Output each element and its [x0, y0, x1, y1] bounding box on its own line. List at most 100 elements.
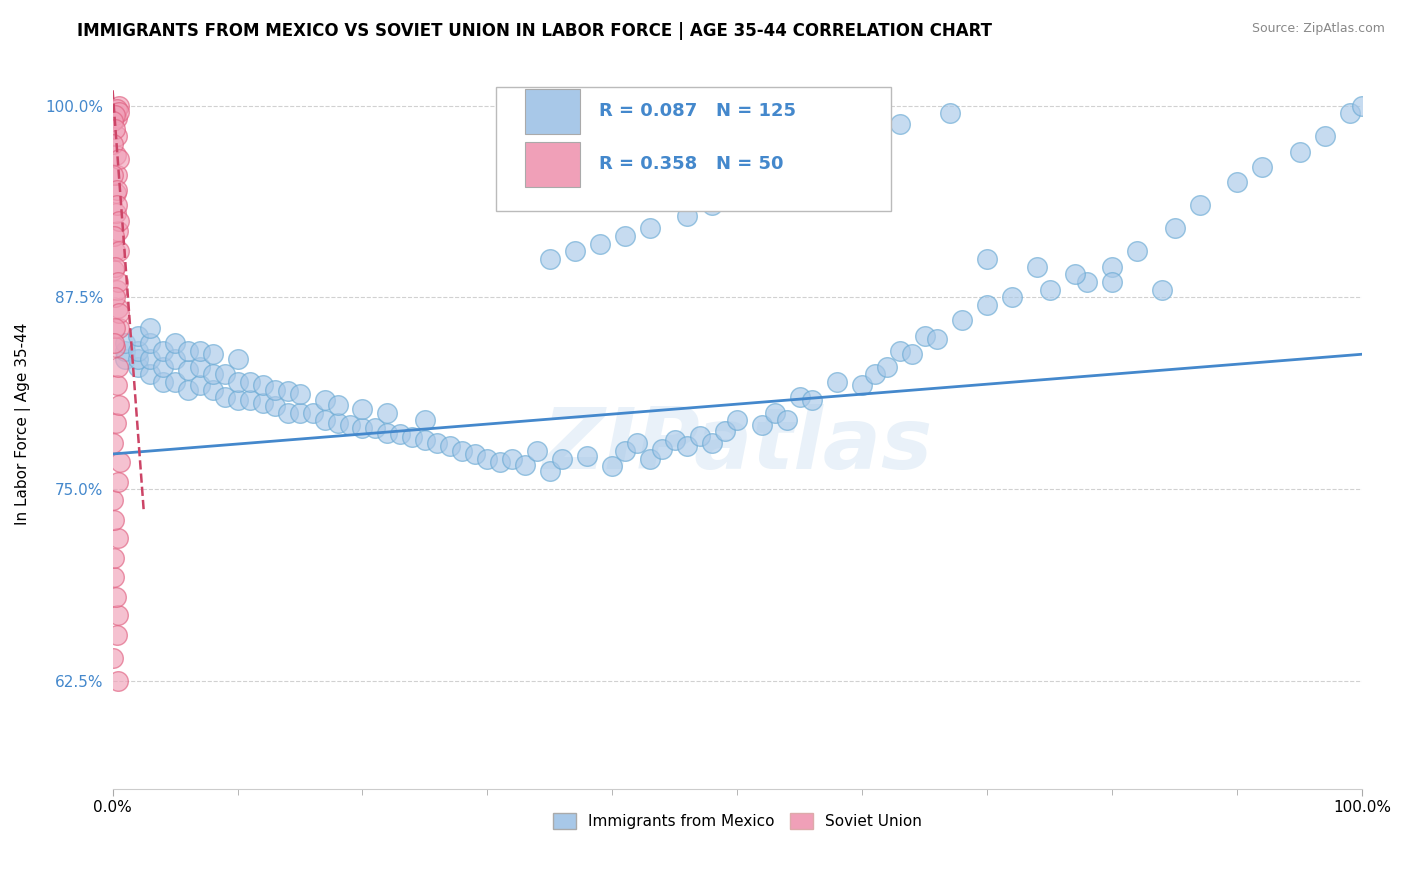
- Point: [676, 209, 699, 223]
- Point: [165, 351, 187, 366]
- Point: [239, 375, 262, 389]
- Point: [139, 336, 162, 351]
- Point: [107, 532, 129, 546]
- Point: [114, 336, 136, 351]
- Point: [1076, 275, 1098, 289]
- Point: [613, 229, 636, 244]
- Point: [105, 168, 128, 182]
- Point: [188, 359, 211, 374]
- Point: [176, 344, 198, 359]
- Point: [464, 447, 486, 461]
- Point: [176, 362, 198, 376]
- Point: [276, 384, 298, 398]
- Point: [152, 375, 174, 389]
- Point: [676, 439, 699, 453]
- Point: [108, 455, 131, 469]
- Text: Source: ZipAtlas.com: Source: ZipAtlas.com: [1251, 22, 1385, 36]
- Point: [352, 421, 374, 435]
- Point: [103, 551, 125, 566]
- Point: [1163, 221, 1185, 235]
- Point: [252, 396, 274, 410]
- Point: [489, 455, 512, 469]
- Point: [104, 340, 127, 354]
- Point: [413, 433, 436, 447]
- Point: [776, 413, 799, 427]
- Point: [127, 344, 149, 359]
- Point: [114, 344, 136, 359]
- Point: [851, 378, 873, 392]
- Point: [108, 244, 131, 259]
- Point: [101, 168, 124, 182]
- Point: [602, 459, 624, 474]
- Point: [377, 425, 399, 440]
- Point: [105, 147, 128, 161]
- Point: [107, 398, 129, 412]
- Point: [702, 436, 724, 450]
- Y-axis label: In Labor Force | Age 35-44: In Labor Force | Age 35-44: [15, 323, 31, 525]
- Point: [413, 413, 436, 427]
- Point: [439, 439, 461, 453]
- Point: [638, 451, 661, 466]
- Point: [538, 464, 561, 478]
- Point: [576, 449, 599, 463]
- Point: [1063, 268, 1085, 282]
- Point: [477, 451, 499, 466]
- Point: [1251, 160, 1274, 174]
- Point: [1001, 290, 1024, 304]
- FancyBboxPatch shape: [524, 142, 579, 186]
- Point: [107, 129, 129, 144]
- Point: [103, 493, 125, 508]
- Point: [1126, 244, 1149, 259]
- Point: [103, 513, 125, 527]
- Point: [364, 421, 387, 435]
- Point: [264, 400, 287, 414]
- Point: [104, 186, 127, 200]
- Point: [107, 98, 129, 112]
- Point: [114, 351, 136, 366]
- Point: [105, 417, 128, 431]
- Point: [152, 359, 174, 374]
- Point: [105, 198, 128, 212]
- FancyBboxPatch shape: [524, 89, 579, 134]
- Point: [127, 359, 149, 374]
- Point: [789, 390, 811, 404]
- Point: [914, 328, 936, 343]
- Text: ZIPatlas: ZIPatlas: [543, 404, 932, 487]
- Point: [689, 428, 711, 442]
- Point: [127, 351, 149, 366]
- Point: [107, 224, 129, 238]
- Point: [702, 198, 724, 212]
- Point: [825, 375, 848, 389]
- Point: [103, 570, 125, 584]
- Point: [226, 393, 249, 408]
- Point: [108, 153, 131, 167]
- Point: [105, 590, 128, 604]
- Point: [103, 136, 125, 151]
- FancyBboxPatch shape: [496, 87, 891, 211]
- Point: [107, 213, 129, 227]
- Point: [801, 393, 824, 408]
- Point: [1026, 260, 1049, 274]
- Point: [763, 406, 786, 420]
- Point: [104, 321, 127, 335]
- Point: [214, 390, 236, 404]
- Point: [201, 347, 224, 361]
- Point: [377, 406, 399, 420]
- Point: [165, 336, 187, 351]
- Point: [738, 183, 761, 197]
- Point: [107, 359, 129, 374]
- Point: [938, 106, 960, 120]
- Point: [976, 252, 998, 266]
- Text: R = 0.087   N = 125: R = 0.087 N = 125: [599, 102, 796, 120]
- Text: IMMIGRANTS FROM MEXICO VS SOVIET UNION IN LABOR FORCE | AGE 35-44 CORRELATION CH: IMMIGRANTS FROM MEXICO VS SOVIET UNION I…: [77, 22, 993, 40]
- Point: [152, 344, 174, 359]
- Point: [651, 442, 673, 457]
- Point: [188, 344, 211, 359]
- Point: [201, 367, 224, 381]
- Point: [314, 393, 336, 408]
- Point: [1039, 283, 1062, 297]
- Point: [1226, 175, 1249, 189]
- Point: [889, 117, 911, 131]
- Point: [564, 244, 586, 259]
- Point: [1351, 98, 1374, 112]
